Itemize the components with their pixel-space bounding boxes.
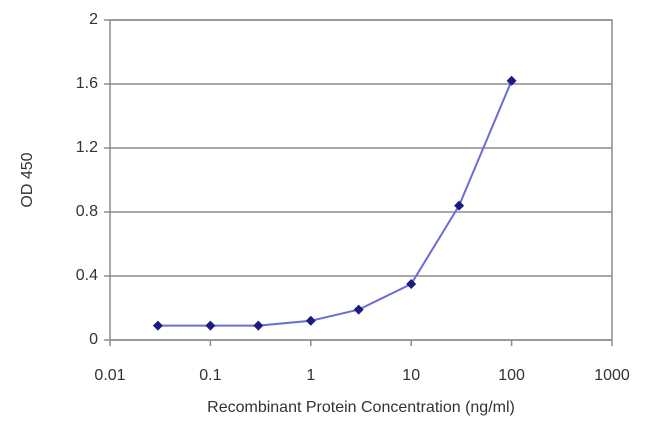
- y-tick-label: 0: [89, 331, 98, 348]
- y-tick-label: 2: [89, 11, 98, 28]
- data-point: [454, 200, 465, 211]
- x-tick-label: 1: [306, 367, 315, 384]
- y-tick-label: 0.8: [76, 203, 98, 220]
- x-tick-label: 0.1: [199, 367, 221, 384]
- y-tick-label: 0.4: [76, 267, 98, 284]
- data-point: [506, 75, 517, 86]
- y-tick-label: 1.6: [76, 75, 98, 92]
- y-axis-label: OD 450: [19, 152, 36, 207]
- data-point: [406, 279, 417, 289]
- x-axis-label: Recombinant Protein Concentration (ng/ml…: [207, 399, 515, 416]
- y-tick-label: 1.2: [76, 139, 98, 156]
- data-point: [305, 315, 316, 326]
- x-tick-label: 10: [402, 367, 420, 384]
- data-line: [157, 80, 513, 327]
- x-tick-label: 1000: [594, 367, 630, 384]
- plot-area: [109, 19, 613, 341]
- data-point: [205, 320, 216, 331]
- data-point: [152, 320, 163, 331]
- x-tick-label: 0.01: [94, 367, 125, 384]
- data-point: [253, 320, 264, 331]
- data-point: [353, 304, 364, 315]
- x-tick-label: 100: [498, 367, 525, 384]
